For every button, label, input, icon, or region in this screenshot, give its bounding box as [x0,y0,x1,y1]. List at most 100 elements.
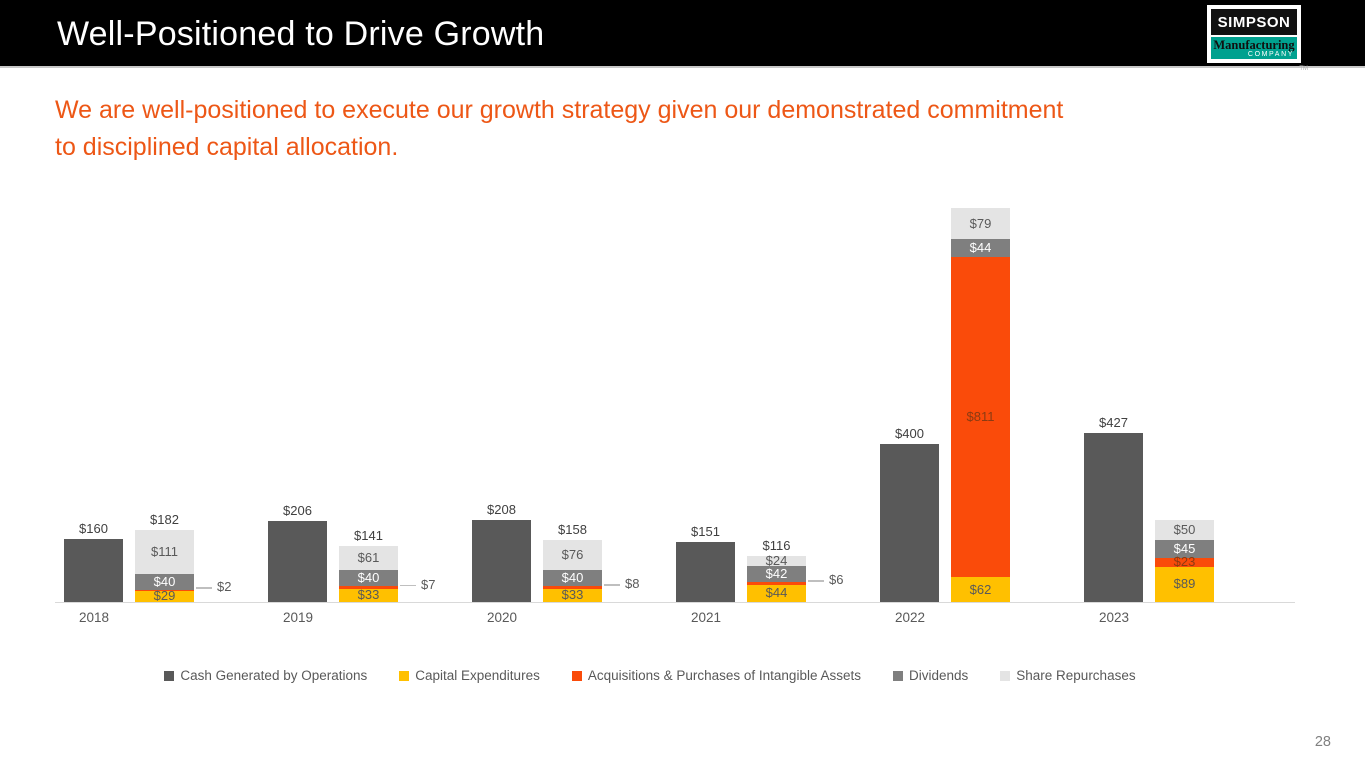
year-label-2021: 2021 [690,610,722,625]
stack-segment-capex-2023 [1155,566,1214,602]
acq-outside-label-2021: $6 [829,572,844,588]
legend-label-ops: Cash Generated by Operations [180,668,368,683]
header-bar: Well-Positioned to Drive Growth SIMPSON … [0,0,1365,72]
segment-label-capex-2018: $29 [153,588,176,604]
stack-segment-repurch-2018 [135,530,194,574]
legend-marker-div [892,670,903,681]
legend-marker-acq [571,670,582,681]
legend-item-repurch: Share Repurchases [1000,668,1136,683]
stack-segment-div-2019 [339,570,398,587]
stack-segment-div-2023 [1155,539,1214,558]
legend-label-repurch: Share Repurchases [1016,668,1136,683]
legend-label-acq: Acquisitions & Purchases of Intangible A… [587,668,861,683]
acq-label-connector-2021 [808,580,824,582]
stack-segment-acq-2021 [747,582,806,585]
stack-segment-capex-2019 [339,588,398,602]
segment-label-div-2022: $44 [969,239,992,255]
chart-legend: Cash Generated by Operations Capital Expe… [40,668,1260,683]
stack-segment-div-2021 [747,565,806,583]
legend-item-capex: Capital Expenditures [399,668,540,683]
stack-segment-capex-2021 [747,584,806,602]
trademark-symbol: TM [1299,66,1308,72]
stack-total-label-2020: $158 [558,521,587,537]
legend-marker-ops [164,670,175,681]
page-title: Well-Positioned to Drive Growth [57,15,545,53]
year-label-2022: 2022 [894,610,926,625]
stack-segment-repurch-2020 [543,539,602,570]
subtitle-line-2: to disciplined capital allocation. [55,133,399,161]
segment-label-repurch-2021: $24 [765,552,788,568]
segment-label-capex-2023: $89 [1173,576,1196,592]
segment-label-repurch-2018: $111 [151,543,178,559]
stack-segment-acq-2018 [135,589,194,591]
segment-label-acq-2023: $23 [1173,554,1196,570]
stack-segment-div-2018 [135,573,194,590]
stack-segment-capex-2018 [135,590,194,602]
segment-label-repurch-2020: $76 [561,546,584,562]
logo-simpson-text: SIMPSON [1217,13,1291,31]
ops-bar-2020 [472,519,531,602]
segment-label-div-2023: $45 [1173,540,1196,556]
stack-segment-acq-2023 [1155,557,1214,567]
page-number: 28 [1314,734,1331,750]
acq-label-connector-2019 [400,584,416,587]
stack-segment-repurch-2023 [1155,520,1214,540]
segment-label-div-2018: $40 [153,573,176,589]
acq-label-connector-2018 [196,587,212,589]
company-logo: SIMPSON Manufacturing COMPANY TM [1207,5,1308,72]
ops-total-label-2021: $151 [691,524,720,540]
segment-label-repurch-2023: $50 [1173,522,1196,537]
segment-label-capex-2021: $44 [765,585,788,601]
year-label-2023: 2023 [1098,610,1130,625]
ops-bar-2023 [1084,433,1143,602]
segment-label-div-2019: $40 [357,570,380,586]
x-axis-line [55,602,1295,603]
stack-segment-div-2020 [543,569,602,586]
legend-marker-repurch [1000,670,1011,681]
legend-item-ops: Cash Generated by Operations [164,668,367,683]
stack-segment-acq-2022 [951,256,1010,578]
acq-outside-label-2019: $7 [421,576,436,592]
stack-total-label-2021: $116 [762,538,791,554]
stack-segment-div-2022 [951,239,1010,257]
year-label-2020: 2020 [486,610,518,625]
logo-manufacturing-text: Manufacturing [1213,37,1295,52]
stack-segment-repurch-2021 [747,556,806,566]
segment-label-acq-2022: $811 [966,409,995,425]
stack-segment-repurch-2019 [339,546,398,571]
segment-label-capex-2019: $33 [357,587,380,603]
logo-manufacturing-block: Manufacturing COMPANY [1211,37,1297,59]
subtitle: We are well-positioned to execute our gr… [55,92,1325,166]
acq-outside-label-2018: $2 [217,579,232,595]
stack-segment-capex-2022 [951,577,1010,602]
ops-total-label-2019: $206 [283,502,312,518]
ops-total-label-2022: $400 [895,425,924,441]
ops-bar-2018 [64,538,123,602]
legend-item-acq: Acquisitions & Purchases of Intangible A… [571,668,861,683]
legend-label-div: Dividends [908,668,969,683]
stack-total-label-2019: $141 [354,528,383,544]
ops-total-label-2018: $160 [79,520,108,536]
segment-label-capex-2022: $62 [969,581,992,597]
stack-segment-repurch-2022 [951,207,1010,240]
stack-total-label-2018: $182 [150,512,179,527]
legend-item-div: Dividends [892,668,969,683]
stack-segment-acq-2019 [339,586,398,589]
logo-simpson-block: SIMPSON [1211,9,1297,35]
ops-bar-2019 [268,520,327,602]
segment-label-div-2021: $42 [765,565,788,581]
acq-outside-label-2020: $8 [625,576,640,592]
legend-marker-capex [399,670,410,681]
stack-segment-acq-2020 [543,585,602,589]
year-label-2018: 2018 [78,610,110,625]
segment-label-div-2020: $40 [561,569,584,585]
legend-label-capex: Capital Expenditures [415,668,540,683]
segment-label-capex-2020: $33 [561,587,584,603]
logo-company-text: COMPANY [1247,50,1294,58]
ops-total-label-2020: $208 [487,501,516,517]
segment-label-repurch-2019: $61 [357,550,380,566]
year-label-2019: 2019 [282,610,314,625]
acq-label-connector-2020 [604,584,620,586]
ops-bar-2021 [676,542,735,602]
